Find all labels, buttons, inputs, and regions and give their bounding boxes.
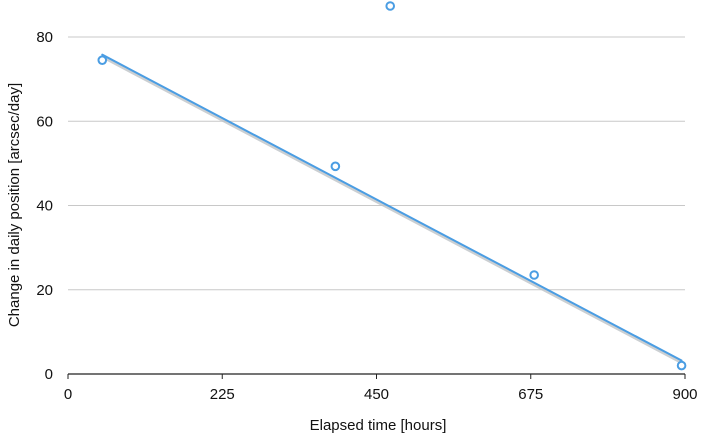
trendline-group <box>100 53 684 365</box>
data-points <box>97 1 687 371</box>
y-tick-label-80: 80 <box>36 29 53 46</box>
y-tick-label-60: 60 <box>36 113 53 130</box>
trendline-shadow <box>100 55 684 365</box>
y-tick-label-20: 20 <box>36 282 53 299</box>
x-tick-label-450: 450 <box>364 386 389 403</box>
y-tick-label-40: 40 <box>36 198 53 215</box>
data-point-0-4 <box>676 360 687 371</box>
x-axis-label: Elapsed time [hours] <box>310 417 447 434</box>
data-point-0-0 <box>97 55 108 65</box>
trendline <box>101 53 683 362</box>
x-tick-label-0: 0 <box>64 386 72 403</box>
y-axis-label: Change in daily position [arcsec/day] <box>6 83 23 327</box>
data-point-0-2 <box>385 1 396 11</box>
axes <box>67 373 686 379</box>
x-tick-label-225: 225 <box>210 386 235 403</box>
grid-lines <box>68 36 685 291</box>
x-tick-label-675: 675 <box>518 386 543 403</box>
data-point-0-1 <box>330 161 341 172</box>
tick-labels: 0 20 40 60 80 0 225 450 675 900 <box>36 29 697 403</box>
x-tick-label-900: 900 <box>672 386 697 403</box>
data-point-0-3 <box>529 270 539 280</box>
y-tick-label-0: 0 <box>45 366 53 383</box>
